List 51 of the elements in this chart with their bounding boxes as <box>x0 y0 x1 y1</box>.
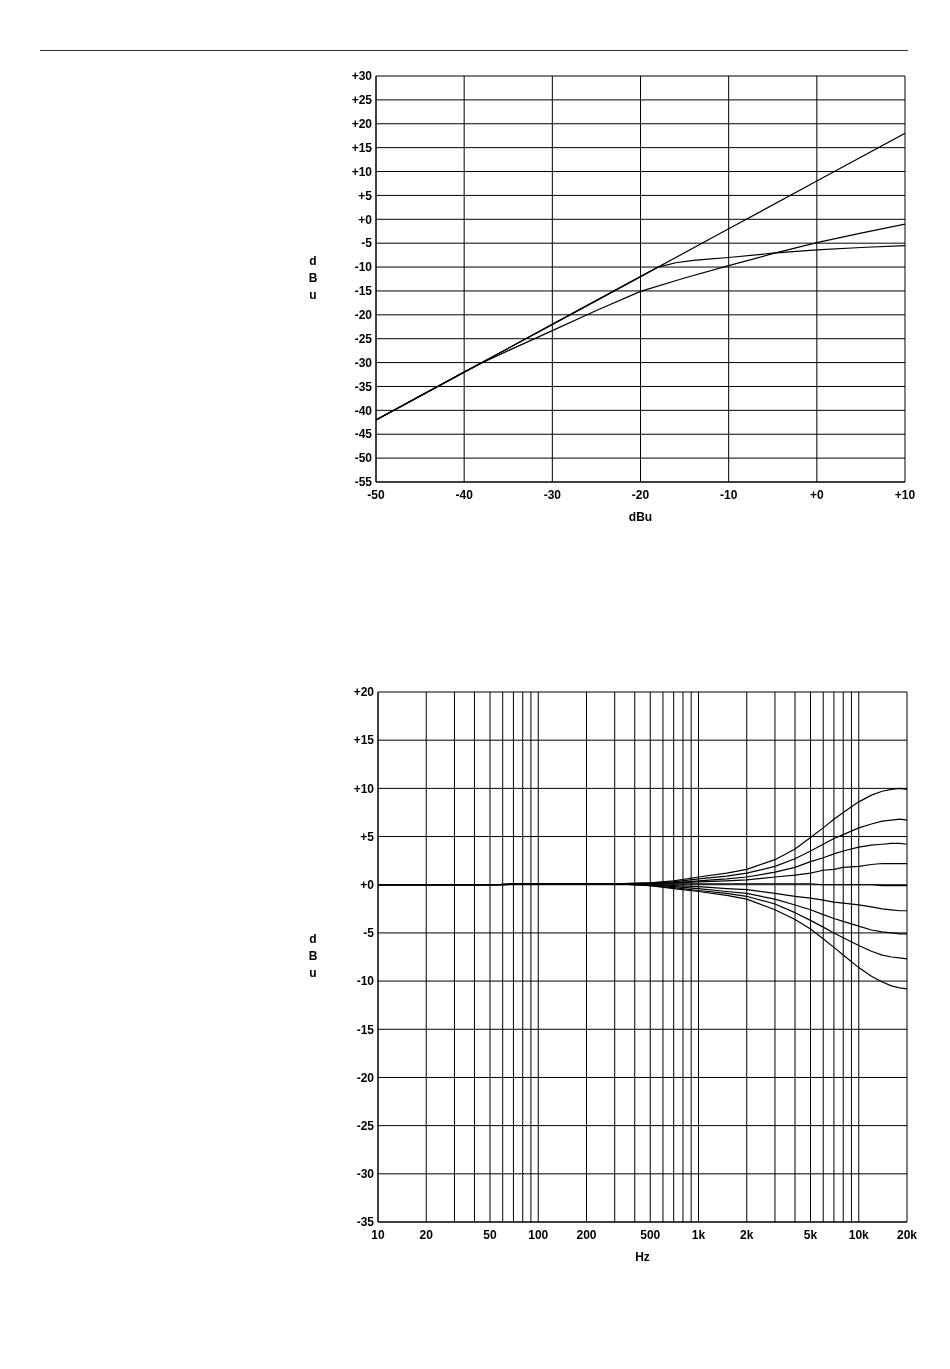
x-tick-label: -10 <box>719 487 738 502</box>
y-tick-label: +5 <box>360 829 375 844</box>
x-tick-label: 2k <box>740 1227 754 1242</box>
y-tick-label: -40 <box>354 403 373 418</box>
y-tick-label: +5 <box>358 188 373 203</box>
y-tick-label: -10 <box>356 974 375 989</box>
x-tick-label: 10k <box>848 1227 870 1242</box>
y-tick-label: +20 <box>351 117 373 132</box>
x-axis-title: dBu <box>628 510 653 524</box>
y-tick-label: -45 <box>354 427 373 442</box>
x-tick-label: +0 <box>809 487 824 502</box>
y-tick-label: -15 <box>356 1022 375 1037</box>
y-tick-label: -15 <box>354 284 373 299</box>
y-tick-label: +10 <box>351 164 373 179</box>
y-tick-label: -30 <box>356 1167 375 1182</box>
x-tick-label: -20 <box>631 487 650 502</box>
y-tick-label: +20 <box>353 685 375 700</box>
y-tick-label: -5 <box>361 236 373 251</box>
x-tick-label: -30 <box>543 487 562 502</box>
y-tick-label: +15 <box>353 733 375 748</box>
x-tick-label: +10 <box>894 487 916 502</box>
x-tick-label: 50 <box>483 1227 498 1242</box>
x-tick-label: -40 <box>455 487 474 502</box>
x-tick-label: 20 <box>419 1227 434 1242</box>
x-tick-label: 200 <box>576 1227 597 1242</box>
y-tick-label: -5 <box>363 926 375 941</box>
y-tick-label: -50 <box>354 451 373 466</box>
y-tick-label: +30 <box>351 69 373 84</box>
y-tick-label: -35 <box>354 379 373 394</box>
x-tick-label: 5k <box>803 1227 818 1242</box>
y-tick-label: +10 <box>353 781 375 796</box>
y-tick-label: -20 <box>354 308 373 323</box>
y-tick-label: -20 <box>356 1070 375 1085</box>
y-tick-label: +15 <box>351 140 373 155</box>
x-tick-label: 20k <box>896 1227 918 1242</box>
x-tick-label: 1k <box>691 1227 706 1242</box>
y-tick-label: -35 <box>356 1215 375 1230</box>
y-tick-label: -25 <box>356 1118 375 1133</box>
y-tick-label: -25 <box>354 331 373 346</box>
y-tick-label: -55 <box>354 475 373 490</box>
y-tick-label: -30 <box>354 355 373 370</box>
y-tick-label: +0 <box>360 877 375 892</box>
x-tick-label: 500 <box>640 1227 661 1242</box>
x-tick-label: 100 <box>528 1227 549 1242</box>
y-axis-title: dBu <box>308 931 318 982</box>
y-axis-title: dBu <box>308 253 318 304</box>
y-tick-label: +0 <box>358 212 373 227</box>
x-axis-title: Hz <box>635 1250 650 1264</box>
y-tick-label: +25 <box>351 93 373 108</box>
x-tick-label: 10 <box>371 1227 385 1242</box>
y-tick-label: -10 <box>354 260 373 275</box>
